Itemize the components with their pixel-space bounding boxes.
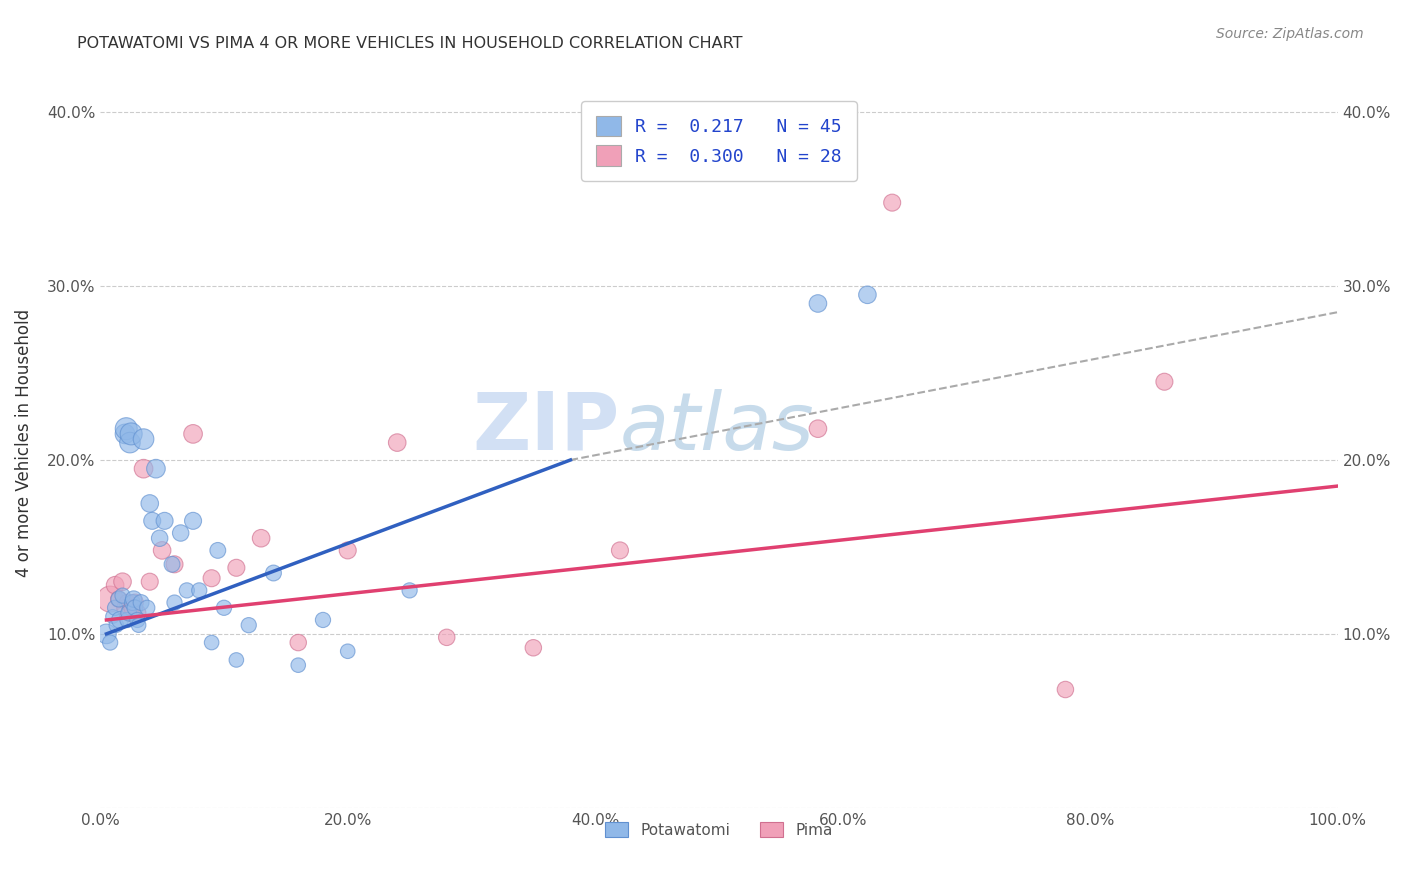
Point [117,596,139,610]
Point [120,426,142,441]
Point [207,543,229,558]
Text: atlas: atlas [620,389,814,467]
Point [136,600,159,615]
Point [98,592,121,607]
Point [882,195,904,210]
Point [118,606,141,620]
Point [114,426,136,441]
Point [128,618,150,632]
Point [163,596,186,610]
Point [139,496,162,510]
Point [398,583,420,598]
Point [387,435,409,450]
Point [101,609,124,624]
Point [201,635,224,649]
Point [117,613,139,627]
Point [104,578,127,592]
Point [124,600,146,615]
Point [124,596,146,610]
Point [336,543,359,558]
Legend: Potawatomi, Pima: Potawatomi, Pima [599,815,839,844]
Point [856,287,879,301]
Point [1153,375,1175,389]
Point [160,558,183,572]
Point [287,658,309,673]
Point [132,461,155,475]
Point [201,571,224,585]
Point [312,613,335,627]
Point [111,574,134,589]
Point [238,618,260,632]
Point [807,422,830,436]
Point [188,583,211,598]
Point [149,531,172,545]
Point [212,600,235,615]
Point [522,640,544,655]
Text: ZIP: ZIP [472,389,620,467]
Point [139,574,162,589]
Point [163,558,186,572]
Point [150,543,173,558]
Point [181,426,204,441]
Point [436,631,458,645]
Point [127,613,149,627]
Point [181,514,204,528]
Point [170,526,193,541]
Point [118,435,141,450]
Point [176,583,198,598]
Point [104,600,127,615]
Point [141,514,163,528]
Point [336,644,359,658]
Point [609,543,631,558]
Point [129,596,152,610]
Point [121,596,143,610]
Text: POTAWATOMI VS PIMA 4 OR MORE VEHICLES IN HOUSEHOLD CORRELATION CHART: POTAWATOMI VS PIMA 4 OR MORE VEHICLES IN… [77,36,742,51]
Point [132,432,155,446]
Point [153,514,176,528]
Point [250,531,273,545]
Point [225,561,247,575]
Point [108,592,131,607]
Point [145,461,167,475]
Point [263,566,285,580]
Point [108,592,131,607]
Point [98,635,121,649]
Point [287,635,309,649]
Point [127,606,149,620]
Text: Source: ZipAtlas.com: Source: ZipAtlas.com [1216,27,1364,41]
Point [122,592,145,607]
Point [111,589,134,603]
Point [114,600,136,615]
Point [118,606,141,620]
Point [225,653,247,667]
Point [807,296,830,310]
Point [1054,682,1077,697]
Point [121,600,143,615]
Y-axis label: 4 or more Vehicles in Household: 4 or more Vehicles in Household [15,309,32,576]
Point [108,613,131,627]
Point [115,422,138,436]
Point [105,618,128,632]
Point [96,627,118,641]
